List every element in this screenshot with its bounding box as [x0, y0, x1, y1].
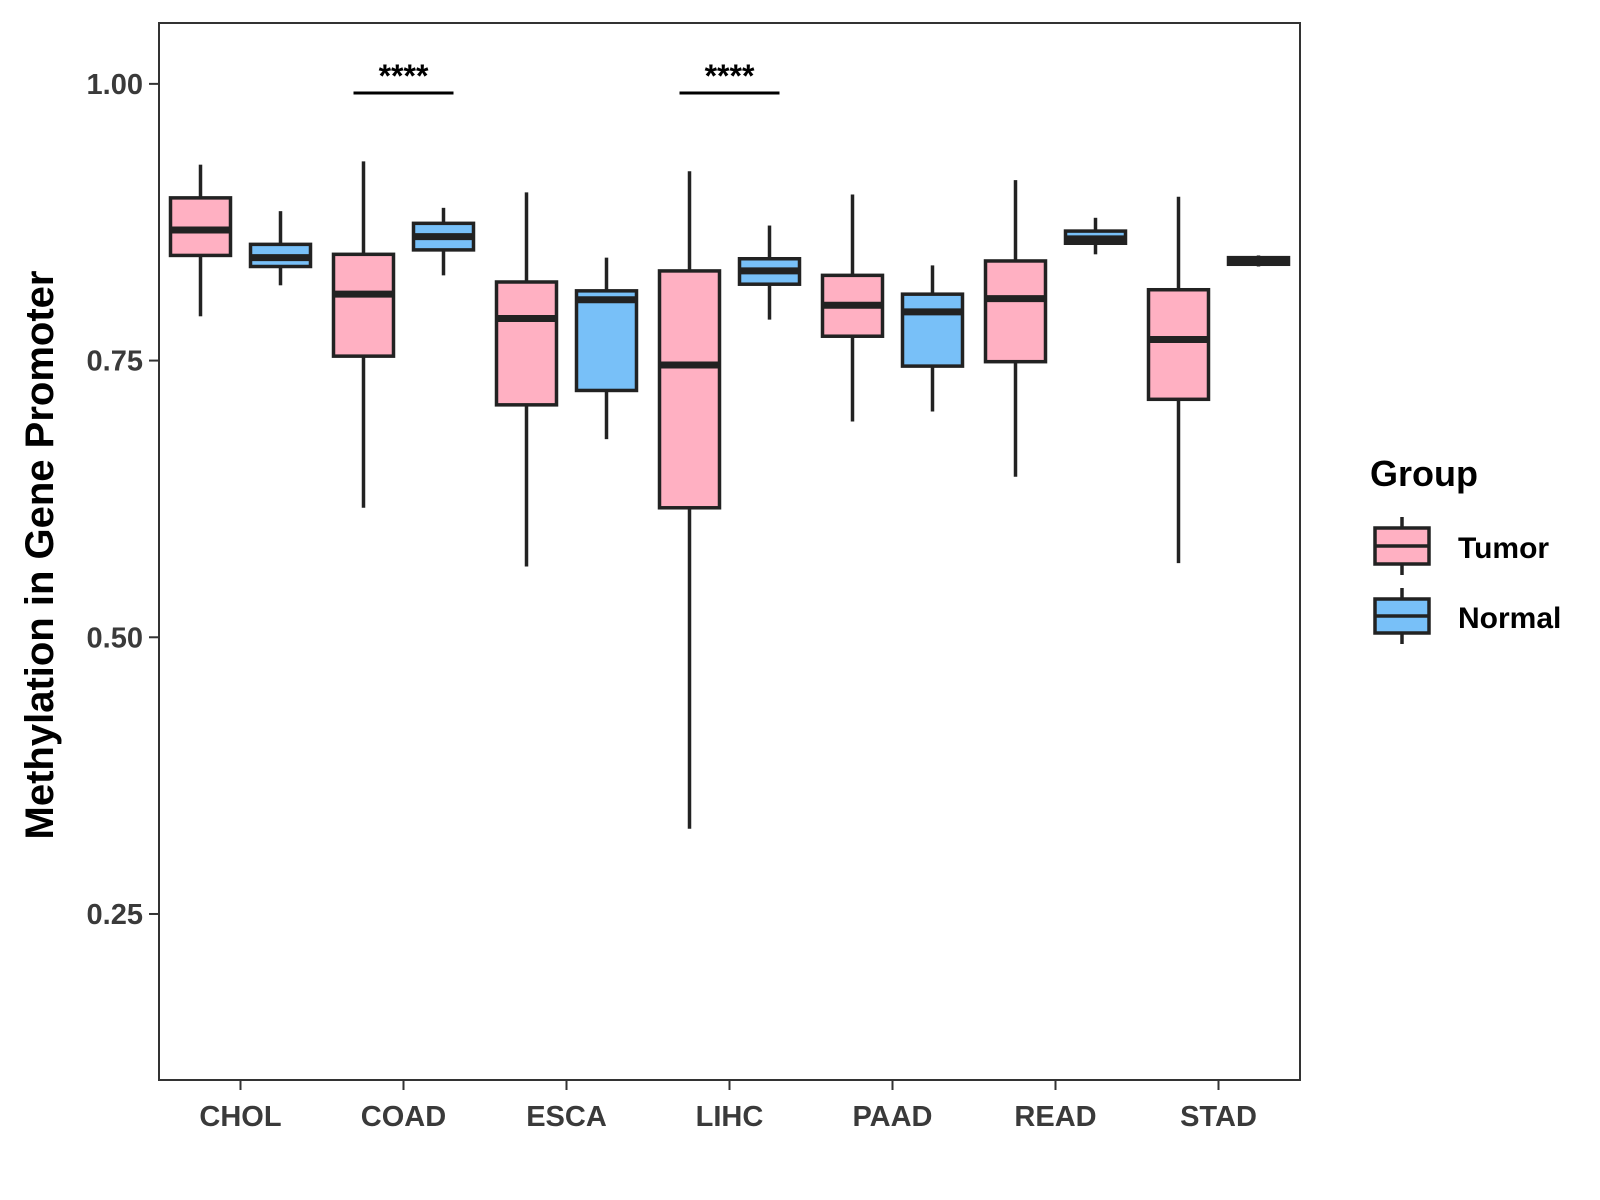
significance-stars: **** — [705, 58, 755, 94]
legend: Group Tumor Normal — [1370, 453, 1561, 644]
significance-lihc: **** — [679, 58, 780, 95]
significance-coad: **** — [353, 58, 454, 95]
x-tick-label: PAAD — [852, 1101, 932, 1133]
box-tumor-stad — [1146, 196, 1211, 564]
legend-key-normal — [1373, 588, 1431, 644]
x-tick-label: LIHC — [696, 1101, 764, 1133]
box-tumor-read — [983, 180, 1048, 477]
y-tick-label: 1.00 — [87, 69, 143, 101]
box-tumor-lihc — [657, 171, 722, 829]
box-tumor-chol — [168, 164, 233, 317]
box-normal-chol — [248, 211, 313, 286]
box-normal-lihc — [737, 225, 802, 320]
y-tick-label: 0.75 — [87, 346, 143, 378]
box-normal-read — [1063, 217, 1128, 255]
legend-key-tumor — [1373, 517, 1431, 575]
box-tumor-esca — [494, 192, 559, 567]
box-body — [494, 280, 559, 407]
y-tick-label: 0.25 — [87, 899, 143, 931]
y-axis-label: Methylation in Gene Promoter — [18, 271, 62, 840]
legend-label-normal: Normal — [1458, 602, 1561, 635]
box-body — [574, 289, 639, 393]
x-tick-label: READ — [1014, 1101, 1096, 1133]
plot-area: **** **** — [168, 58, 1291, 829]
box-body — [331, 252, 396, 358]
x-tick-label: COAD — [361, 1101, 446, 1133]
x-tick-label: CHOL — [199, 1101, 281, 1133]
box-tumor-coad — [331, 161, 396, 508]
box-body — [900, 292, 965, 368]
x-tick-label: STAD — [1180, 1101, 1257, 1133]
box-body — [657, 269, 722, 510]
significance-stars: **** — [379, 58, 429, 94]
box-normal-coad — [411, 207, 476, 276]
legend-keys — [1373, 517, 1431, 644]
plot-panel-border — [158, 22, 1301, 1081]
box-normal-paad — [900, 265, 965, 412]
box-normal-stad — [1226, 255, 1291, 267]
legend-label-tumor: Tumor — [1458, 532, 1549, 565]
box-tumor-paad — [820, 194, 885, 422]
box-body — [983, 259, 1048, 364]
y-tick-label: 0.50 — [87, 622, 143, 654]
axes: 0.25 0.50 0.75 1.00 CHOL COAD ESCA LIHC PAAD READ… — [87, 22, 1301, 1133]
box-body — [1146, 287, 1211, 402]
box-normal-esca — [574, 257, 639, 440]
legend-title: Group — [1370, 453, 1478, 494]
x-tick-label: ESCA — [526, 1101, 607, 1133]
